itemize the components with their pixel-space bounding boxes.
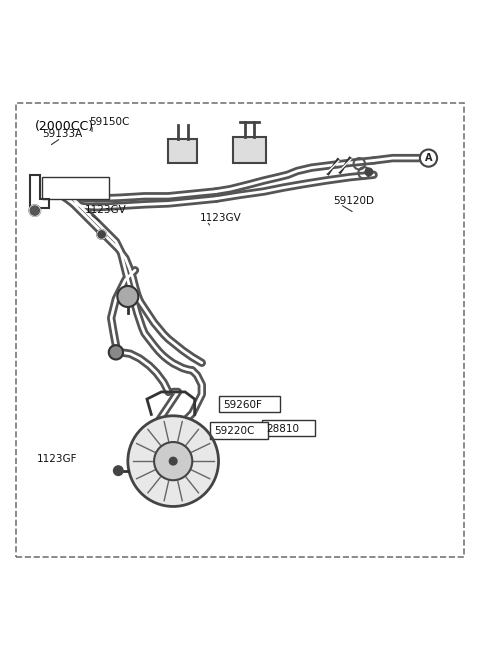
Text: 59220C: 59220C [214,426,254,436]
Text: 59133A: 59133A [42,129,82,139]
FancyBboxPatch shape [42,177,109,198]
FancyBboxPatch shape [210,422,268,439]
Text: 1123GV: 1123GV [85,206,127,215]
Text: 59120D: 59120D [333,196,374,206]
Circle shape [154,442,192,480]
Circle shape [109,345,123,360]
Circle shape [117,286,138,307]
Text: 59260F: 59260F [223,400,262,410]
Circle shape [114,466,123,476]
Text: 28810: 28810 [267,424,300,434]
Text: (2000CC): (2000CC) [35,120,94,133]
Bar [233,137,266,163]
Circle shape [420,149,437,166]
Circle shape [97,230,107,239]
Circle shape [29,205,40,216]
Circle shape [128,416,218,506]
FancyBboxPatch shape [263,420,315,436]
Text: 1123GF: 1123GF [37,453,78,464]
Text: 1123GV: 1123GV [199,212,241,223]
Text: A: A [425,153,432,163]
FancyBboxPatch shape [219,396,280,413]
Bar [168,139,197,163]
Text: 59150C: 59150C [90,117,130,127]
Circle shape [169,457,177,465]
Circle shape [365,168,372,176]
